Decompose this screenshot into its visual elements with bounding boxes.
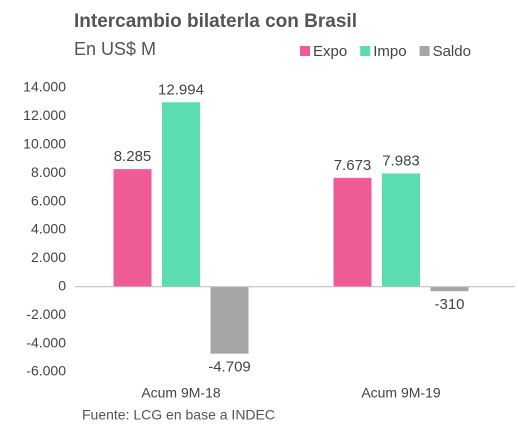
chart-title: Intercambio bilaterla con Brasil bbox=[74, 11, 357, 32]
source: Fuente: LCG en base a INDEC bbox=[82, 407, 275, 423]
y-tick-label: -6.000 bbox=[26, 363, 66, 379]
bar bbox=[382, 173, 420, 287]
value-label: 7.673 bbox=[334, 157, 372, 174]
y-tick-label: 8.000 bbox=[31, 164, 66, 180]
y-tick-label: 4.000 bbox=[31, 221, 66, 237]
legend-label: Impo bbox=[373, 43, 406, 60]
value-label: 7.983 bbox=[382, 152, 420, 169]
value-label: 8.285 bbox=[114, 148, 152, 165]
value-label: -310 bbox=[434, 296, 464, 313]
x-tick-label: Acum 9M-18 bbox=[141, 385, 221, 401]
legend-swatch bbox=[419, 46, 430, 56]
bar bbox=[430, 286, 469, 292]
y-tick-label: 12.000 bbox=[23, 107, 66, 123]
legend-label: Saldo bbox=[433, 43, 471, 60]
y-tick-label: 6.000 bbox=[31, 192, 66, 208]
y-tick-label: 0 bbox=[58, 278, 66, 294]
bar bbox=[333, 177, 372, 287]
y-tick-label: 10.000 bbox=[23, 136, 66, 152]
value-label: -4.709 bbox=[208, 359, 251, 376]
y-tick-label: 2.000 bbox=[31, 249, 66, 265]
y-tick-label: -2.000 bbox=[26, 306, 66, 322]
legend-swatch bbox=[300, 46, 310, 56]
bar bbox=[113, 169, 152, 287]
y-tick-label: -4.000 bbox=[26, 334, 66, 350]
bar bbox=[210, 286, 249, 354]
legend-label: Expo bbox=[313, 43, 347, 60]
value-label: 12.994 bbox=[158, 81, 204, 98]
bar bbox=[162, 102, 200, 287]
chart-subtitle: En US$ M bbox=[74, 39, 156, 59]
y-tick-label: 14.000 bbox=[23, 79, 66, 95]
x-tick-label: Acum 9M-19 bbox=[361, 385, 441, 401]
legend-swatch bbox=[360, 46, 371, 56]
